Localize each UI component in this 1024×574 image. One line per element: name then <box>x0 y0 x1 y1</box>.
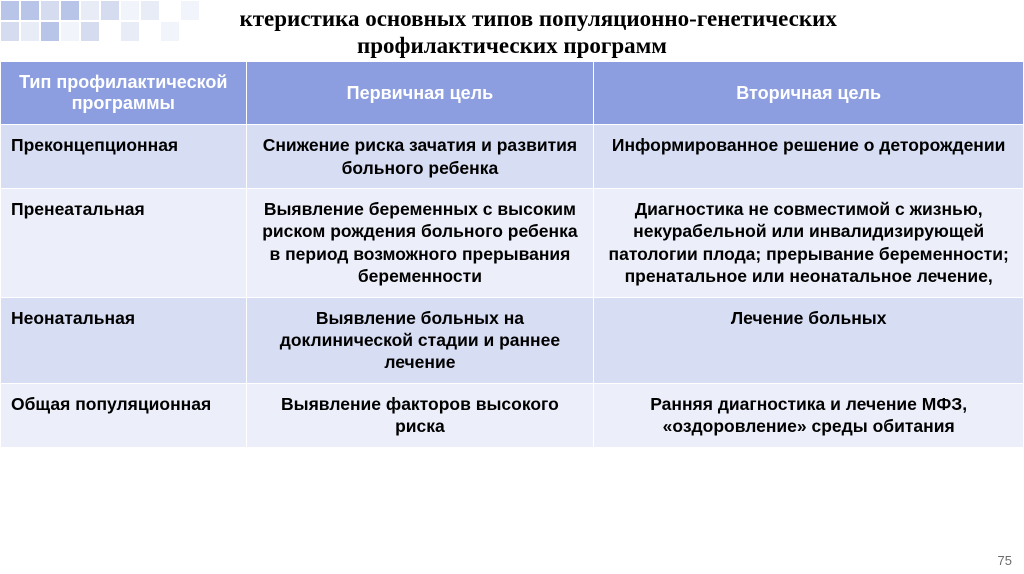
decorative-corner <box>0 0 240 42</box>
th-secondary: Вторичная цель <box>594 62 1024 125</box>
cell-secondary: Информированное решение о деторождении <box>594 125 1024 189</box>
table-row: Общая популяционная Выявление факторов в… <box>1 383 1024 447</box>
programs-table: Тип профилактической программы Первичная… <box>0 61 1024 447</box>
cell-type: Преконцепционная <box>1 125 247 189</box>
cell-primary: Выявление больных на доклинической стади… <box>246 297 594 383</box>
cell-secondary: Лечение больных <box>594 297 1024 383</box>
cell-primary: Выявление факторов высокого риска <box>246 383 594 447</box>
cell-type: Пренеатальная <box>1 189 247 298</box>
slide-number: 75 <box>998 553 1012 568</box>
table-row: Неонатальная Выявление больных на доклин… <box>1 297 1024 383</box>
cell-secondary: Ранняя диагностика и лечение МФЗ, «оздор… <box>594 383 1024 447</box>
th-type: Тип профилактической программы <box>1 62 247 125</box>
table-header-row: Тип профилактической программы Первичная… <box>1 62 1024 125</box>
cell-type: Неонатальная <box>1 297 247 383</box>
cell-primary: Выявление беременных с высоким риском ро… <box>246 189 594 298</box>
table-row: Преконцепционная Снижение риска зачатия … <box>1 125 1024 189</box>
cell-secondary: Диагностика не совместимой с жизнью, нек… <box>594 189 1024 298</box>
cell-primary: Снижение риска зачатия и развития больно… <box>246 125 594 189</box>
table-row: Пренеатальная Выявление беременных с выс… <box>1 189 1024 298</box>
cell-type: Общая популяционная <box>1 383 247 447</box>
th-primary: Первичная цель <box>246 62 594 125</box>
